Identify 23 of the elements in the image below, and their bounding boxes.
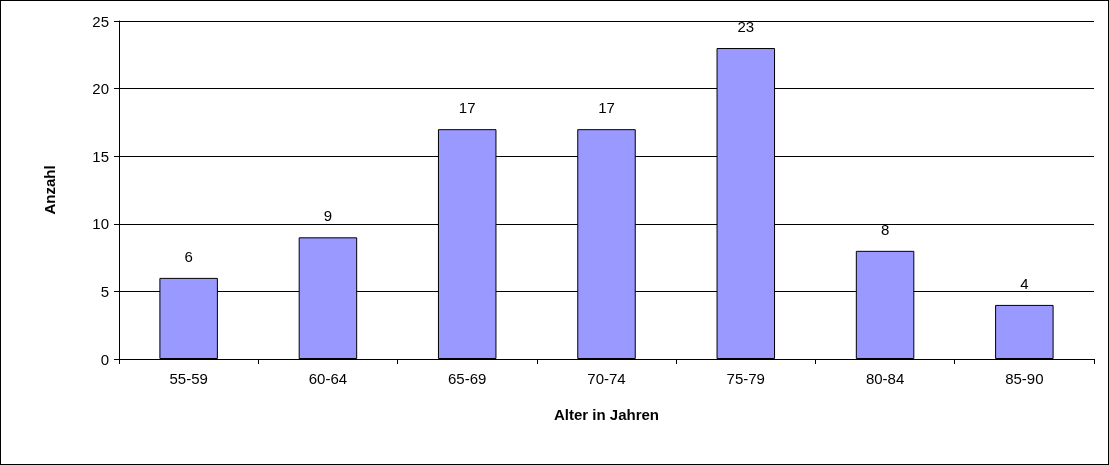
- data-label: 9: [323, 207, 333, 225]
- data-label: 6: [184, 247, 193, 265]
- y-axis-title: Anzahl: [41, 165, 58, 215]
- x-tick-label: 70-74: [587, 370, 626, 387]
- y-tick-label: 10: [92, 215, 109, 233]
- data-label: 4: [1020, 274, 1029, 292]
- data-label: 17: [598, 99, 615, 117]
- bar: [995, 304, 1054, 359]
- x-axis-title: Alter in Jahren: [553, 406, 660, 423]
- data-label: 23: [737, 18, 755, 36]
- data-label: 17: [458, 99, 476, 117]
- x-tick-label: 65-69: [448, 370, 487, 387]
- x-tick-label: 85-90: [1005, 370, 1044, 387]
- y-tick-label: 20: [92, 80, 109, 98]
- x-tick-label: 60-64: [308, 370, 348, 387]
- y-tick-label: 15: [92, 147, 109, 165]
- y-tick-label: 0: [100, 350, 109, 368]
- x-tick-label: 80-84: [865, 370, 905, 387]
- y-tick-label: 25: [92, 12, 109, 30]
- x-tick-label: 55-59: [169, 370, 208, 387]
- data-label: 8: [880, 220, 890, 238]
- x-tick-label: 75-79: [726, 370, 765, 387]
- y-tick-label: 5: [100, 282, 109, 300]
